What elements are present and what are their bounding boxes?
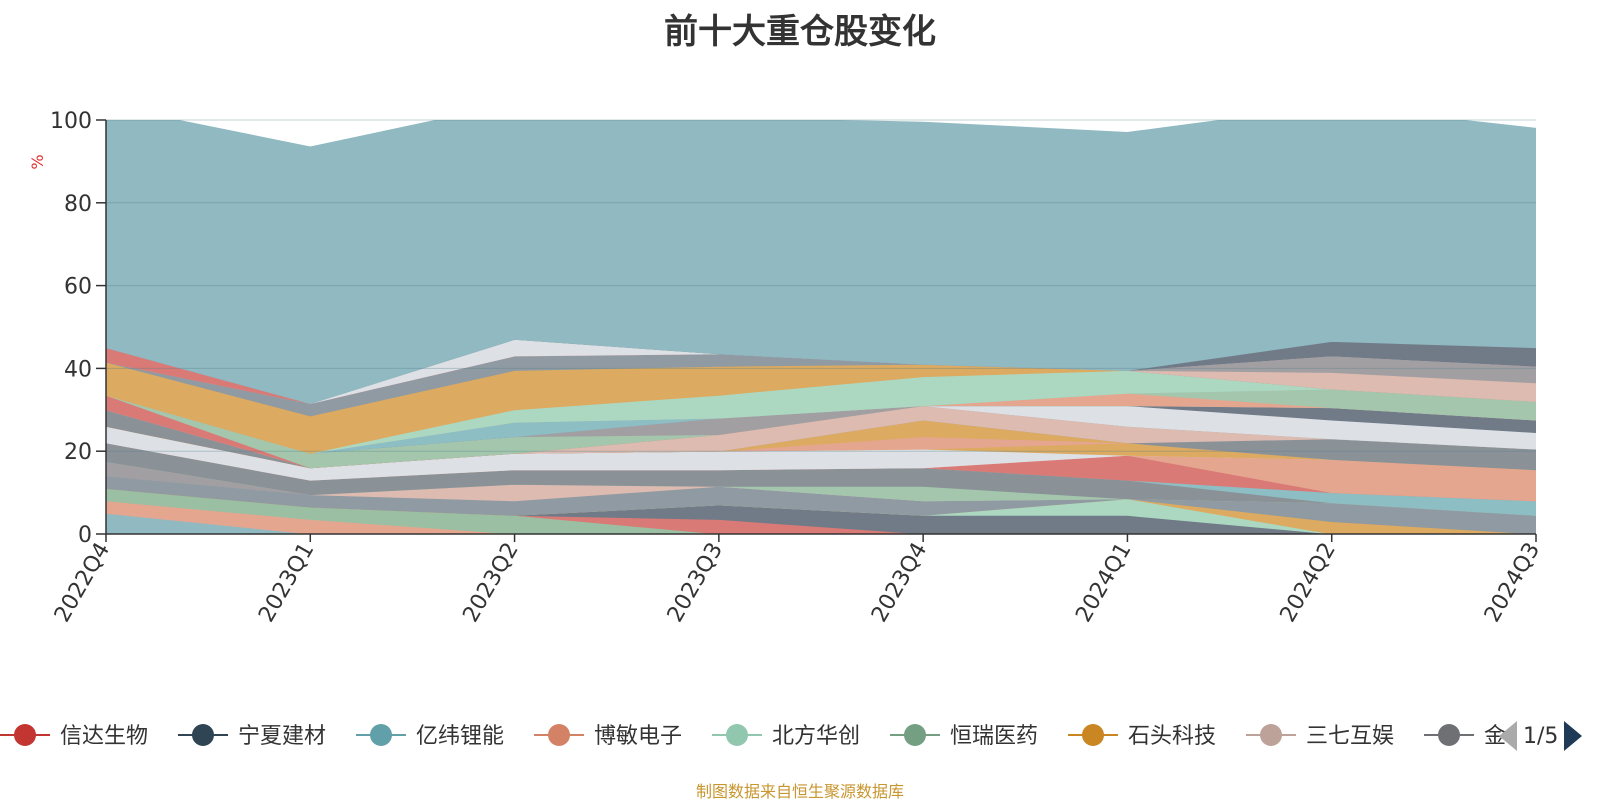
- source-note: 制图数据来自恒生聚源数据库: [695, 782, 904, 801]
- legend-marker-icon: [1260, 724, 1282, 746]
- x-tick-label: 2022Q4: [50, 539, 115, 627]
- pager-count: 1/5: [1523, 723, 1559, 749]
- legend-pager: 1/5: [1499, 719, 1599, 753]
- legend-marker-icon: [904, 724, 926, 746]
- legend-marker-icon: [548, 724, 570, 746]
- chart-title: 前十大重仓股变化: [664, 12, 936, 52]
- y-axis-label: %: [28, 154, 47, 169]
- legend-marker-icon: [14, 724, 36, 746]
- legend-marker-icon: [1082, 724, 1104, 746]
- x-tick-label: 2023Q2: [458, 539, 523, 627]
- x-tick-label: 2023Q1: [254, 539, 319, 627]
- legend-marker-icon: [1438, 724, 1460, 746]
- y-tick-label: 40: [64, 357, 92, 382]
- legend-item-1[interactable]: 信达生物: [0, 724, 148, 749]
- legend-item-4[interactable]: 博敏电子: [534, 724, 682, 749]
- legend-label: 三七互娱: [1306, 724, 1394, 749]
- legend-item-8[interactable]: 三七互娱: [1246, 724, 1394, 749]
- pager-next-icon[interactable]: [1564, 721, 1583, 751]
- legend-label: 亿纬锂能: [416, 724, 504, 749]
- legend-label: 博敏电子: [594, 724, 682, 749]
- area-series-38: [106, 120, 1536, 405]
- legend-label: 北方华创: [772, 724, 860, 749]
- legend-layer: 信达生物 宁夏建材 亿纬锂能 博敏电子 北方华创 恒瑞医药 石头科技 三七互娱 金: [0, 724, 1506, 749]
- x-tick-label: 2024Q2: [1276, 539, 1341, 627]
- legend-item-7[interactable]: 石头科技: [1068, 724, 1216, 749]
- legend-label: 石头科技: [1128, 724, 1216, 749]
- y-tick-label: 60: [64, 275, 92, 300]
- legend-item-9[interactable]: 金: [1424, 724, 1506, 749]
- legend-label: 恒瑞医药: [950, 724, 1038, 749]
- legend-label: 宁夏建材: [238, 724, 326, 749]
- pager-prev-icon[interactable]: [1499, 721, 1517, 751]
- y-tick-label: 0: [78, 523, 92, 548]
- x-tick-label: 2024Q3: [1480, 539, 1545, 627]
- y-tick-label: 100: [50, 109, 92, 134]
- y-tick-label: 20: [64, 440, 92, 465]
- series-layer: [106, 120, 1536, 534]
- legend-marker-icon: [370, 724, 392, 746]
- grid-layer: [106, 119, 1536, 452]
- legend-label: 信达生物: [60, 724, 148, 749]
- x-tick-label: 2023Q4: [867, 539, 932, 627]
- area-series-1: [106, 512, 1536, 534]
- legend-item-5[interactable]: 北方华创: [712, 724, 860, 749]
- legend-item-3[interactable]: 亿纬锂能: [356, 724, 504, 749]
- legend-item-6[interactable]: 恒瑞医药: [890, 724, 1038, 749]
- legend-marker-icon: [192, 724, 214, 746]
- y-tick-label: 80: [64, 192, 92, 217]
- x-tick-label: 2023Q3: [663, 539, 728, 627]
- legend-marker-icon: [726, 724, 748, 746]
- x-tick-label: 2024Q1: [1071, 539, 1136, 627]
- legend-item-2[interactable]: 宁夏建材: [178, 724, 326, 749]
